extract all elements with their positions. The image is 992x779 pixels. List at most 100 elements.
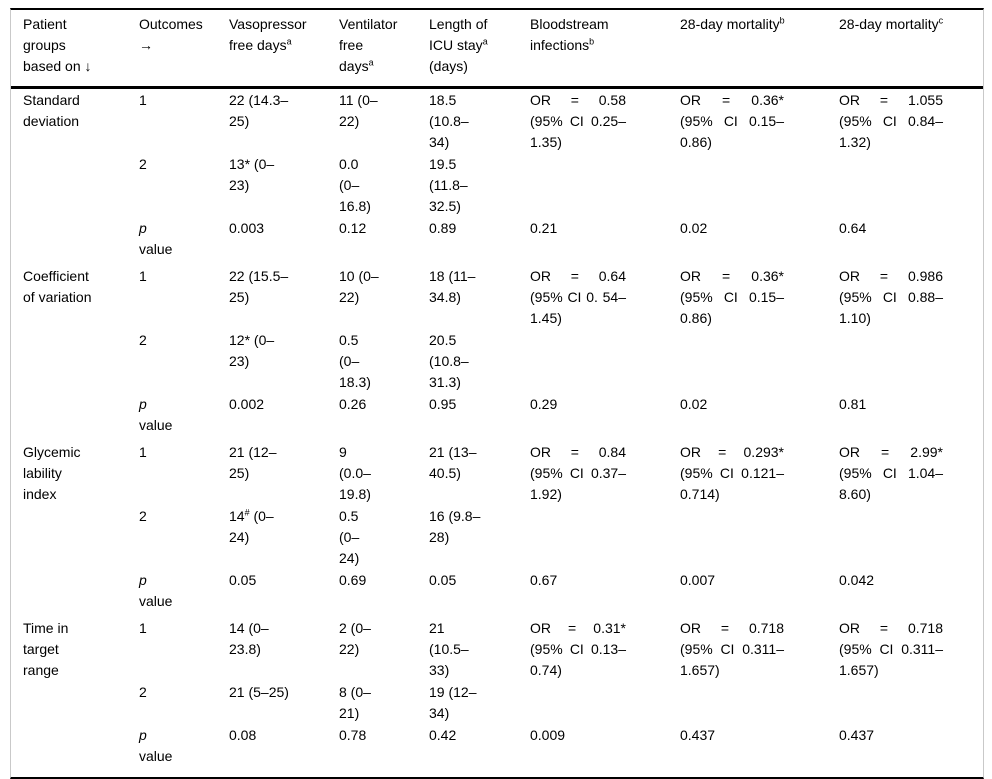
cell-icu-stay-length: 18.5 (10.8–34) (429, 92, 469, 150)
col-header-icu-stay-length: Length of ICU staya (days) (429, 10, 530, 89)
cell-outcome: p value (139, 727, 173, 764)
cell-ventilator-free-days: 0.0 (0–16.8) (339, 156, 371, 214)
cell-patient-group (11, 393, 139, 441)
cell-28-day-mortality-c: OR = 2.99* (95% CI 1.04–8.60) (839, 444, 943, 502)
cell-bloodstream-infections: 0.29 (530, 396, 558, 412)
cell-icu-stay-length: 0.95 (429, 396, 457, 412)
table-row: p value 0.003 0.12 0.89 0.21 0.02 0.64 (11, 217, 983, 265)
cell-28-day-mortality-c (839, 681, 983, 724)
cell-28-day-mortality-b: 0.007 (680, 572, 716, 588)
cell-28-day-mortality-c: 0.64 (839, 220, 867, 236)
cell-patient-group (11, 505, 139, 569)
cell-vasopressor-free-days: 12* (0–23) (229, 332, 275, 369)
cell-28-day-mortality-b (680, 681, 839, 724)
cell-patient-group (11, 217, 139, 265)
cell-patient-group (11, 681, 139, 724)
cell-bloodstream-infections: OR = 0.31* (95% CI 0.13–0.74) (530, 620, 626, 678)
table-row: Standard deviation 1 22 (14.3–25) 11 (0–22)… (11, 88, 983, 154)
cell-outcome: 2 (139, 332, 147, 348)
cell-28-day-mortality-c: OR = 1.055 (95% CI 0.84–1.32) (839, 92, 943, 150)
cell-icu-stay-length: 21 (10.5–33) (429, 620, 469, 678)
cell-bloodstream-infections: OR = 0.58 (95% CI 0.25–1.35) (530, 92, 626, 150)
cell-vasopressor-free-days: 21 (5–25) (229, 684, 289, 700)
cell-28-day-mortality-b: 0.02 (680, 220, 708, 236)
cell-28-day-mortality-c (839, 329, 983, 393)
cell-vasopressor-free-days: 0.003 (229, 220, 265, 236)
cell-bloodstream-infections: 0.21 (530, 220, 558, 236)
cell-vasopressor-free-days: 0.08 (229, 727, 257, 743)
col-header-patient-group: Patient groups based on ↓ (11, 10, 139, 89)
cell-patient-group: Glycemic lability index (23, 444, 81, 502)
outcomes-results-table-container: Patient groups based on ↓ Outcomes → Vasop… (10, 8, 984, 779)
cell-bloodstream-infections (530, 505, 680, 569)
cell-28-day-mortality-b: 0.437 (680, 727, 716, 743)
table-row: 2 21 (5–25) 8 (0–21) 19 (12–34) (11, 681, 983, 724)
cell-28-day-mortality-b (680, 329, 839, 393)
table-row: 2 12* (0–23) 0.5 (0–18.3) 20.5 (10.8–31.3) (11, 329, 983, 393)
table-row: p value 0.002 0.26 0.95 0.29 0.02 0.81 (11, 393, 983, 441)
cell-icu-stay-length: 0.42 (429, 727, 457, 743)
cell-vasopressor-free-days: 13* (0–23) (229, 156, 275, 193)
cell-icu-stay-length: 16 (9.8–28) (429, 508, 481, 545)
cell-outcome: p value (139, 220, 173, 257)
cell-outcome: 2 (139, 684, 147, 700)
cell-28-day-mortality-c: 0.042 (839, 572, 875, 588)
cell-vasopressor-free-days: 22 (15.5–25) (229, 268, 289, 305)
cell-icu-stay-length: 0.89 (429, 220, 457, 236)
col-header-28-day-mortality-b: 28-day mortalityb (680, 10, 839, 89)
cell-outcome: 1 (139, 268, 147, 284)
cell-ventilator-free-days: 0.78 (339, 727, 367, 743)
cell-ventilator-free-days: 0.5 (0–24) (339, 508, 360, 566)
cell-ventilator-free-days: 8 (0–21) (339, 684, 371, 721)
cell-ventilator-free-days: 2 (0–22) (339, 620, 371, 657)
cell-ventilator-free-days: 0.69 (339, 572, 367, 588)
cell-vasopressor-free-days: 0.05 (229, 572, 257, 588)
cell-28-day-mortality-c (839, 505, 983, 569)
col-header-28-day-mortality-c: 28-day mortalityc (839, 10, 983, 89)
cell-28-day-mortality-b (680, 505, 839, 569)
cell-patient-group (11, 569, 139, 617)
table-row: Coefficient of variation 1 22 (15.5–25) 10 … (11, 265, 983, 329)
cell-28-day-mortality-b: OR = 0.36* (95% CI 0.15–0.86) (680, 92, 784, 150)
cell-bloodstream-infections: 0.67 (530, 572, 558, 588)
cell-icu-stay-length: 19.5 (11.8–32.5) (429, 156, 468, 214)
superscript-footnote-marker: b (589, 36, 595, 47)
cell-ventilator-free-days: 9 (0.0–19.8) (339, 444, 371, 502)
cell-ventilator-free-days: 0.12 (339, 220, 367, 236)
cell-outcome: 2 (139, 156, 147, 172)
cell-outcome: p value (139, 396, 173, 433)
cell-vasopressor-free-days: 14# (0–24) (229, 507, 274, 545)
table-header-row: Patient groups based on ↓ Outcomes → Vasop… (11, 10, 983, 89)
cell-icu-stay-length: 20.5 (10.8–31.3) (429, 332, 469, 390)
col-header-ventilator-free-days: Ventilator free daysa (339, 10, 429, 89)
cell-icu-stay-length: 0.05 (429, 572, 457, 588)
col-header-vasopressor-free-days: Vasopressor free daysa (229, 10, 339, 89)
superscript-footnote-marker: a (286, 36, 292, 47)
table-row: p value 0.08 0.78 0.42 0.009 0.437 0.437 (11, 724, 983, 777)
cell-28-day-mortality-c: OR = 0.718 (95% CI 0.311–1.657) (839, 620, 943, 678)
italic-p-symbol: p (139, 572, 147, 588)
cell-outcome: 2 (139, 508, 147, 524)
cell-icu-stay-length: 21 (13–40.5) (429, 444, 477, 481)
cell-icu-stay-length: 19 (12–34) (429, 684, 477, 721)
superscript-footnote-marker: b (779, 15, 785, 26)
cell-28-day-mortality-c: 0.437 (839, 727, 875, 743)
cell-28-day-mortality-c (839, 153, 983, 217)
col-header-outcome: Outcomes → (139, 10, 229, 89)
cell-bloodstream-infections: OR = 0.64 (95% CI 0. 54–1.45) (530, 268, 626, 326)
italic-p-symbol: p (139, 396, 147, 412)
cell-patient-group: Time in target range (23, 620, 69, 678)
cell-outcome: 1 (139, 444, 147, 460)
cell-patient-group: Coefficient of variation (23, 268, 92, 305)
superscript-footnote-marker: a (482, 36, 488, 47)
cell-bloodstream-infections (530, 681, 680, 724)
table-header: Patient groups based on ↓ Outcomes → Vasop… (11, 10, 983, 89)
cell-outcome: p value (139, 572, 173, 609)
cell-28-day-mortality-b: 0.02 (680, 396, 708, 412)
cell-bloodstream-infections: 0.009 (530, 727, 566, 743)
cell-28-day-mortality-b: OR = 0.293* (95% CI 0.121–0.714) (680, 444, 784, 502)
cell-patient-group (11, 724, 139, 777)
cell-ventilator-free-days: 0.5 (0–18.3) (339, 332, 371, 390)
cell-28-day-mortality-c: 0.81 (839, 396, 867, 412)
cell-patient-group (11, 153, 139, 217)
